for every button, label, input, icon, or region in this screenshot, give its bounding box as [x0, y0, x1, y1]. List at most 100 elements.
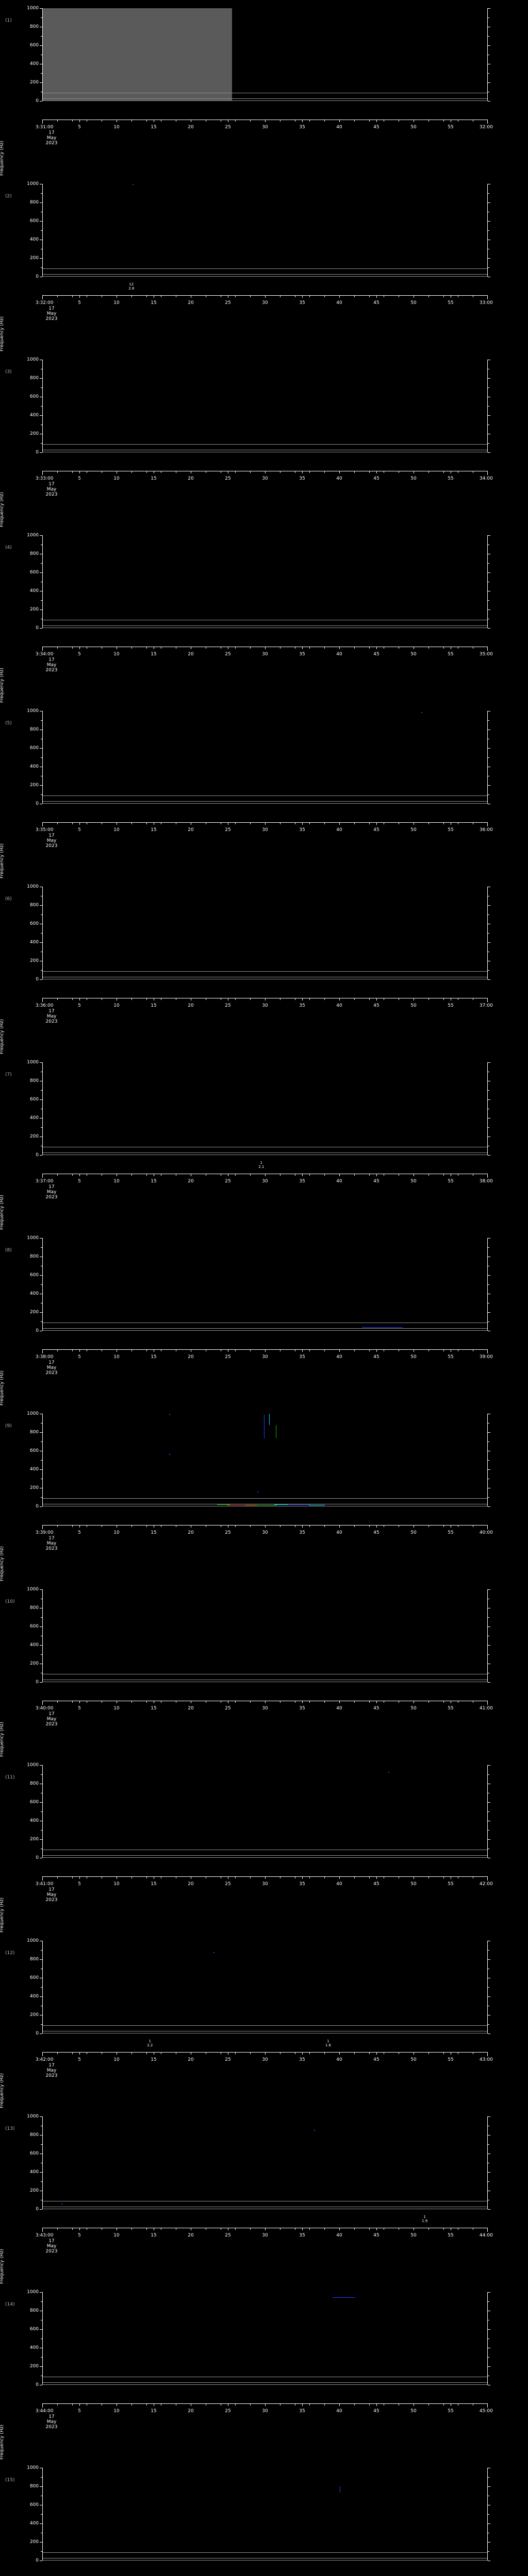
y-axis-right [488, 1238, 493, 1331]
x-tick-mark-minor [443, 2404, 444, 2405]
x-tick-mark [339, 296, 340, 298]
spectrogram-panel: 0 200 400 600 800 1000 Frequency (Hz) (9) 3:39:0… [0, 1370, 528, 1581]
x-tick-mark [302, 120, 303, 122]
x-axis-line [42, 1349, 488, 1350]
plot-area[interactable] [42, 2116, 488, 2209]
x-tick-mark-minor [324, 1701, 325, 1703]
x-tick-label: 30 [262, 827, 268, 833]
plot-area[interactable] [42, 1941, 488, 2033]
y-axis: 0 200 400 600 800 1000 [0, 533, 42, 631]
y-tick-mark-minor [41, 230, 42, 231]
x-tick-mark [265, 998, 266, 1001]
y-tick-mark-minor [41, 2551, 42, 2552]
x-tick-mark-minor [131, 1350, 132, 1351]
y-tick-label: 800 [29, 2484, 39, 2489]
x-tick-label: 15 [151, 1003, 157, 1008]
y-tick-mark-right-minor [488, 1284, 489, 1285]
y-tick-label: 800 [29, 376, 39, 381]
plot-area[interactable] [42, 1589, 488, 1682]
x-tick-label: 55 [448, 300, 454, 306]
y-tick-mark-right [488, 1626, 490, 1627]
reference-line [43, 444, 487, 445]
plot-area[interactable] [42, 1414, 488, 1506]
x-tick-mark [79, 2404, 80, 2406]
plot-area[interactable] [42, 711, 488, 804]
y-tick-mark-right [488, 1312, 490, 1313]
y-tick-label: 400 [29, 413, 39, 418]
y-tick-mark-right-minor [488, 720, 489, 721]
panel-number: (2) [5, 194, 12, 199]
x-tick-mark-minor [309, 1526, 310, 1527]
x-tick-mark [79, 120, 80, 122]
y-tick-label: 400 [29, 1818, 39, 1823]
y-tick-mark [40, 415, 42, 416]
annotation-count: 12 [129, 282, 134, 286]
x-tick-mark-minor [131, 1701, 132, 1703]
plot-area[interactable] [42, 1765, 488, 1858]
plot-area[interactable] [42, 2292, 488, 2385]
x-tick-label: 50 [410, 125, 417, 130]
x-tick-label: 5 [78, 2409, 81, 2414]
y-tick-mark-minor [41, 267, 42, 268]
plot-area[interactable] [42, 8, 488, 101]
y-axis-title: Frequency (Hz) [0, 2425, 5, 2460]
reference-line [43, 971, 487, 972]
x-tick-mark-minor [443, 2053, 444, 2054]
x-tick-mark-minor [250, 1877, 251, 1878]
y-tick-label: 400 [29, 940, 39, 945]
x-tick-mark-minor [131, 998, 132, 1000]
x-tick-label: 40 [336, 827, 342, 833]
date-year: 2023 [45, 2249, 58, 2254]
y-axis-right [488, 8, 493, 101]
date-year: 2023 [45, 1195, 58, 1200]
x-tick-mark-minor [369, 471, 370, 473]
x-tick-mark-minor [72, 823, 73, 824]
x-tick-label: 25 [225, 1706, 231, 1711]
y-tick-mark-right-minor [488, 193, 489, 194]
x-tick-label: 30 [262, 300, 268, 306]
y-tick-label: 200 [29, 2364, 39, 2369]
x-tick-mark-minor [57, 471, 58, 473]
date-day: 17 [48, 1887, 55, 1892]
y-tick-label: 200 [29, 431, 39, 436]
x-tick-mark [79, 1701, 80, 1703]
x-tick-mark [302, 1877, 303, 1879]
x-tick-mark-minor [235, 1877, 236, 1878]
y-tick-label: 1000 [27, 533, 39, 538]
plot-area[interactable] [42, 2468, 488, 2561]
y-tick-label: 600 [29, 218, 39, 224]
x-tick-label-start: 3:31:00 [35, 125, 54, 130]
x-tick-label: 55 [448, 1179, 454, 1184]
plot-area[interactable] [42, 535, 488, 628]
y-axis: 0 200 400 600 800 1000 [0, 2290, 42, 2387]
x-tick-mark-minor [443, 2228, 444, 2230]
x-tick-mark-minor [250, 2228, 251, 2230]
x-tick-mark-minor [428, 120, 429, 122]
x-tick-mark [339, 823, 340, 825]
y-tick-mark [40, 1839, 42, 1840]
plot-area[interactable] [42, 184, 488, 277]
y-tick-label: 600 [29, 2327, 39, 2332]
plot-area[interactable] [42, 360, 488, 452]
y-tick-mark [40, 1238, 42, 1239]
date-year: 2023 [45, 2425, 58, 2430]
reference-line [43, 1328, 487, 1329]
plot-area[interactable] [42, 1238, 488, 1331]
plot-area[interactable] [42, 887, 488, 979]
plot-area[interactable] [42, 1062, 488, 1155]
x-tick-mark-minor [443, 1526, 444, 1527]
x-axis-date: 17 May 2023 [21, 833, 82, 849]
y-tick-mark-right [488, 8, 490, 9]
x-tick-label-end: 35:00 [479, 652, 493, 657]
x-tick-mark [265, 1350, 266, 1352]
date-year: 2023 [45, 316, 58, 321]
reference-line [43, 1855, 487, 1856]
y-tick-label: 0 [36, 977, 39, 982]
x-tick-label: 10 [113, 476, 120, 481]
x-tick-label: 50 [410, 300, 417, 306]
y-tick-mark-right-minor [488, 563, 489, 564]
x-tick-mark [302, 998, 303, 1001]
y-tick-mark-right [488, 258, 490, 259]
x-tick-label: 35 [299, 125, 305, 130]
x-tick-label: 50 [410, 1354, 417, 1360]
